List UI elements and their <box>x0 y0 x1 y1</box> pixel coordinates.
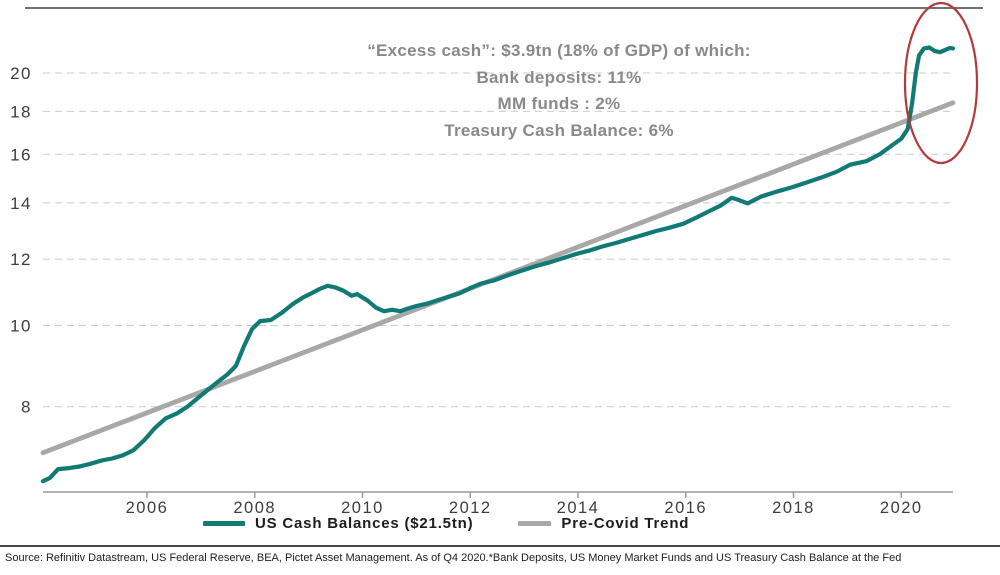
trend-line-swatch <box>518 520 552 526</box>
annotation-line-1: “Excess cash”: $3.9tn (18% of GDP) of wh… <box>367 41 751 60</box>
y-axis-tick-label: 14 <box>10 194 32 213</box>
x-axis-tick-label: 2006 <box>126 499 169 517</box>
chart-svg: 8 10 12 14 16 18 20 2006 2008 2010 2012 2014 2016 201… <box>10 1 983 517</box>
x-axis-tick-label: 2010 <box>341 499 384 517</box>
x-axis-tick-label: 2008 <box>233 499 276 517</box>
y-axis-tick-label: 18 <box>10 102 32 121</box>
y-axis-tick-label: 16 <box>10 145 32 164</box>
legend-item-trend: Pre-Covid Trend <box>518 515 689 532</box>
x-axis-tick-label: 2018 <box>772 499 815 517</box>
y-axis-tick-label: 20 <box>10 64 32 83</box>
highlight-ellipse <box>903 1 979 165</box>
annotation-line-4: Treasury Cash Balance: 6% <box>444 120 674 140</box>
x-axis-tick-label: 2020 <box>880 499 923 517</box>
x-axis-tick-label: 2012 <box>449 499 492 517</box>
source-note: Source: Refinitiv Datastream, US Federal… <box>5 552 902 564</box>
y-axis-tick-label: 8 <box>21 398 32 417</box>
x-axis-tick-label: 2014 <box>557 499 600 517</box>
us-cash-balances-line <box>40 45 956 484</box>
chart-legend: US Cash Balances ($21.5tn) Pre-Covid Tre… <box>203 514 689 532</box>
x-axis-tick-label: 2016 <box>664 499 707 517</box>
us-cash-line-swatch <box>203 520 245 526</box>
legend-item-us-cash: US Cash Balances ($21.5tn) <box>203 515 473 532</box>
annotation-line-3: MM funds : 2% <box>497 94 621 113</box>
annotation-line-2: Bank deposits: 11% <box>476 67 642 87</box>
trend-legend-label: Pre-Covid Trend <box>561 514 690 532</box>
y-axis-tick-label: 12 <box>10 250 32 269</box>
excess-cash-annotation: “Excess cash”: $3.9tn (18% of GDP) of wh… <box>209 38 909 144</box>
footer-divider <box>0 545 1000 547</box>
us-cash-legend-label: US Cash Balances ($21.5tn) <box>255 514 474 532</box>
y-axis-tick-label: 10 <box>10 316 32 335</box>
